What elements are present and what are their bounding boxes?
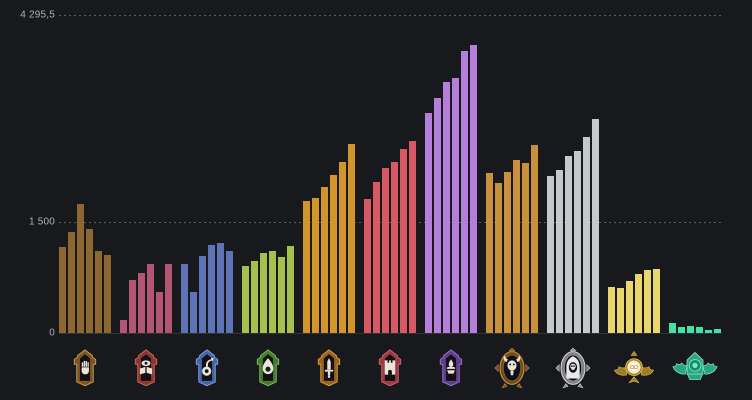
archon-rank-badge-icon bbox=[439, 349, 463, 387]
bar-arcanist-subrank-5[interactable] bbox=[278, 257, 285, 333]
bar-ritualist-subrank-4[interactable] bbox=[330, 175, 337, 333]
bar-oracle-subrank-4[interactable] bbox=[513, 160, 520, 333]
emissary-rank-badge[interactable] bbox=[376, 344, 404, 392]
initiate-rank-badge[interactable] bbox=[71, 344, 99, 392]
bar-ritualist-subrank-1[interactable] bbox=[303, 201, 310, 333]
bar-archon-subrank-6[interactable] bbox=[470, 45, 477, 333]
bar-oracle-subrank-6[interactable] bbox=[531, 145, 538, 333]
bar-alchemist-subrank-4[interactable] bbox=[208, 245, 215, 333]
initiate-rank-badge-icon bbox=[73, 349, 97, 387]
bar-alchemist-subrank-2[interactable] bbox=[190, 292, 197, 333]
bar-oracle-subrank-5[interactable] bbox=[522, 163, 529, 333]
gridline-4295.5 bbox=[59, 15, 722, 16]
emissary-rank-badge-icon bbox=[378, 349, 402, 387]
bar-arcanist-subrank-3[interactable] bbox=[260, 253, 267, 333]
phantom-rank-badge-icon bbox=[555, 347, 591, 389]
bar-eternus-subrank-6[interactable] bbox=[714, 329, 721, 333]
bar-ascendant-subrank-4[interactable] bbox=[635, 274, 642, 333]
bar-oracle-subrank-1[interactable] bbox=[486, 173, 493, 333]
bar-seeker-subrank-2[interactable] bbox=[129, 280, 136, 333]
bar-phantom-subrank-6[interactable] bbox=[592, 119, 599, 333]
seeker-rank-badge[interactable] bbox=[132, 344, 160, 392]
bar-seeker-subrank-6[interactable] bbox=[165, 264, 172, 333]
y-axis-tick-label: 1 500 bbox=[28, 216, 55, 228]
bar-alchemist-subrank-3[interactable] bbox=[199, 256, 206, 333]
bar-phantom-subrank-3[interactable] bbox=[565, 156, 572, 333]
bar-eternus-subrank-1[interactable] bbox=[669, 323, 676, 333]
bar-seeker-subrank-5[interactable] bbox=[156, 292, 163, 333]
bar-ascendant-subrank-5[interactable] bbox=[644, 270, 651, 333]
eternus-rank-badge[interactable] bbox=[672, 344, 718, 392]
alchemist-rank-badge[interactable] bbox=[193, 344, 221, 392]
bar-phantom-subrank-1[interactable] bbox=[547, 176, 554, 333]
bar-archon-subrank-5[interactable] bbox=[461, 51, 468, 333]
ritualist-rank-badge-icon bbox=[317, 349, 341, 387]
gridline-1500 bbox=[59, 221, 722, 223]
arcanist-rank-badge-icon bbox=[256, 349, 280, 387]
bar-ritualist-subrank-6[interactable] bbox=[348, 144, 355, 333]
bar-initiate-subrank-4[interactable] bbox=[86, 229, 93, 333]
bar-initiate-subrank-6[interactable] bbox=[104, 255, 111, 333]
bar-ritualist-subrank-5[interactable] bbox=[339, 162, 346, 333]
bar-emissary-subrank-6[interactable] bbox=[409, 141, 416, 333]
bar-oracle-subrank-2[interactable] bbox=[495, 183, 502, 333]
bar-arcanist-subrank-4[interactable] bbox=[269, 251, 276, 333]
bar-seeker-subrank-1[interactable] bbox=[120, 320, 127, 333]
bar-initiate-subrank-2[interactable] bbox=[68, 232, 75, 333]
bar-ascendant-subrank-1[interactable] bbox=[608, 287, 615, 333]
bar-alchemist-subrank-5[interactable] bbox=[217, 243, 224, 333]
bar-eternus-subrank-4[interactable] bbox=[696, 327, 703, 333]
phantom-rank-badge[interactable] bbox=[554, 344, 592, 392]
bar-alchemist-subrank-6[interactable] bbox=[226, 251, 233, 333]
bar-emissary-subrank-2[interactable] bbox=[373, 182, 380, 333]
bar-oracle-subrank-3[interactable] bbox=[504, 172, 511, 333]
bar-initiate-subrank-5[interactable] bbox=[95, 251, 102, 333]
y-axis-tick-label: 0 bbox=[49, 327, 55, 339]
bar-initiate-subrank-1[interactable] bbox=[59, 247, 66, 333]
bar-archon-subrank-3[interactable] bbox=[443, 82, 450, 333]
bar-ascendant-subrank-3[interactable] bbox=[626, 281, 633, 333]
bar-archon-subrank-1[interactable] bbox=[425, 113, 432, 333]
bar-ritualist-subrank-2[interactable] bbox=[312, 198, 319, 333]
bar-eternus-subrank-3[interactable] bbox=[687, 326, 694, 333]
bar-emissary-subrank-1[interactable] bbox=[364, 199, 371, 333]
ascendant-rank-badge-icon bbox=[613, 350, 655, 384]
bar-arcanist-subrank-1[interactable] bbox=[242, 266, 249, 333]
bar-ritualist-subrank-3[interactable] bbox=[321, 187, 328, 333]
eternus-rank-badge-icon bbox=[672, 351, 718, 380]
bar-phantom-subrank-2[interactable] bbox=[556, 170, 563, 333]
bar-archon-subrank-4[interactable] bbox=[452, 78, 459, 333]
bar-archon-subrank-2[interactable] bbox=[434, 98, 441, 333]
bar-phantom-subrank-4[interactable] bbox=[574, 151, 581, 333]
oracle-rank-badge[interactable] bbox=[493, 344, 531, 392]
bar-arcanist-subrank-2[interactable] bbox=[251, 261, 258, 333]
seeker-rank-badge-icon bbox=[134, 349, 158, 387]
alchemist-rank-badge-icon bbox=[195, 349, 219, 387]
bar-emissary-subrank-3[interactable] bbox=[382, 168, 389, 333]
bar-alchemist-subrank-1[interactable] bbox=[181, 264, 188, 333]
ritualist-rank-badge[interactable] bbox=[315, 344, 343, 392]
bar-phantom-subrank-5[interactable] bbox=[583, 137, 590, 333]
bar-seeker-subrank-3[interactable] bbox=[138, 273, 145, 333]
ascendant-rank-badge[interactable] bbox=[613, 344, 655, 392]
bar-seeker-subrank-4[interactable] bbox=[147, 264, 154, 333]
y-axis-tick-label: 4 295,5 bbox=[20, 9, 55, 21]
bar-emissary-subrank-5[interactable] bbox=[400, 149, 407, 333]
bar-eternus-subrank-2[interactable] bbox=[678, 327, 685, 333]
bar-arcanist-subrank-6[interactable] bbox=[287, 246, 294, 333]
bar-ascendant-subrank-2[interactable] bbox=[617, 288, 624, 333]
bar-initiate-subrank-3[interactable] bbox=[77, 204, 84, 333]
bar-emissary-subrank-4[interactable] bbox=[391, 162, 398, 333]
archon-rank-badge[interactable] bbox=[437, 344, 465, 392]
arcanist-rank-badge[interactable] bbox=[254, 344, 282, 392]
oracle-rank-badge-icon bbox=[494, 347, 530, 389]
bar-eternus-subrank-5[interactable] bbox=[705, 330, 712, 333]
gridline-0 bbox=[59, 333, 722, 334]
bar-ascendant-subrank-6[interactable] bbox=[653, 269, 660, 333]
